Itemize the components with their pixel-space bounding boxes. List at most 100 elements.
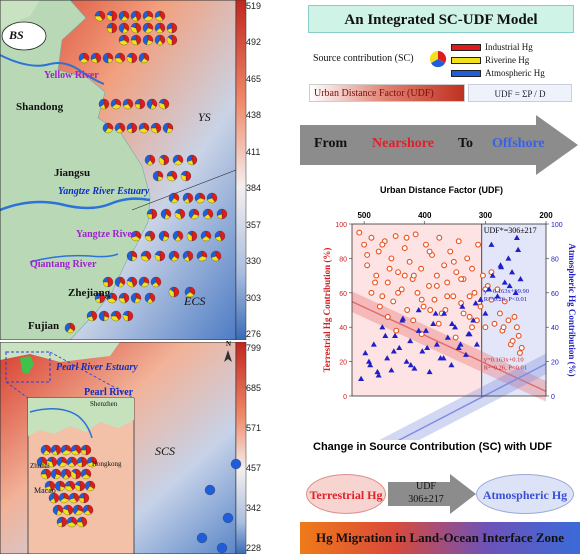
colorbar-tick: 228 (246, 543, 262, 553)
terrestrial-point (388, 255, 395, 262)
sc-pie (70, 468, 82, 480)
sc-pie (142, 22, 154, 34)
sc-pie (50, 444, 62, 456)
sc-pie (76, 516, 88, 528)
terrestrial-point (501, 298, 508, 305)
terrestrial-point (426, 282, 432, 289)
sc-pie (60, 468, 72, 480)
sc-pie (146, 98, 158, 110)
sc-pie (46, 456, 58, 468)
terrestrial-point (364, 262, 371, 269)
atmospheric-point (465, 331, 472, 337)
flow-udf: UDF (415, 481, 436, 492)
bottom-map: N Pearl River Estuary Pearl River Shenzh… (0, 340, 262, 554)
atmospheric-point (457, 341, 464, 347)
colorbar-tick: 342 (246, 503, 262, 513)
sc-pie (66, 516, 78, 528)
sc-pie (98, 310, 110, 322)
y-tick-label-right: 80 (551, 256, 559, 263)
sc-pie (142, 10, 154, 22)
terrestrial-point (455, 238, 462, 245)
sc-pie (130, 230, 142, 242)
flow-arrow (388, 474, 476, 514)
sc-pie (62, 504, 74, 516)
atmospheric-point (506, 282, 513, 289)
atmospheric-fit-stats: R²=0.26, P<0.01 (484, 296, 527, 303)
sc-pie (214, 230, 226, 242)
sc-pie (138, 276, 150, 288)
sc-pie (152, 170, 164, 182)
colorbar-tick: 799 (246, 343, 262, 353)
atmospheric-point (374, 368, 381, 375)
north-label: N (226, 340, 232, 348)
sc-pie (166, 170, 178, 182)
sc-pie (80, 468, 92, 480)
y-axis-label-right: Atmospheric Hg Contribution (%) (567, 243, 577, 376)
sc-pie (122, 310, 134, 322)
atmospheric-point (424, 344, 431, 351)
terrestrial-point (431, 296, 438, 303)
terrestrial-point (433, 272, 440, 279)
qiantang-river-label: Qiantang River (30, 259, 97, 270)
atmospheric-point (433, 341, 440, 347)
atmospheric-point (488, 241, 495, 247)
plot-frame (351, 223, 547, 397)
sc-pie (168, 192, 180, 204)
legend-atmospheric: Atmospheric Hg (485, 68, 545, 78)
terrestrial-point (393, 327, 400, 334)
atmospheric-point (441, 310, 448, 316)
y-axis-label-left: Terrestrial Hg Contribution (%) (322, 248, 332, 373)
atmospheric-point (505, 255, 512, 261)
x-tick-label: 400 (418, 211, 432, 220)
sc-pie (70, 444, 82, 456)
terrestrial-point (376, 303, 383, 310)
top-colorbar (235, 0, 247, 340)
land-north (0, 0, 40, 30)
fujian-label: Fujian (28, 320, 60, 332)
sc-pie (158, 98, 170, 110)
ecs-label: ECS (184, 294, 206, 308)
colorbar-tick: 571 (246, 423, 262, 433)
y-tick-label-left: 0 (343, 394, 347, 401)
sc-pie (56, 516, 68, 528)
sc-pie (182, 250, 194, 262)
sc-pie (168, 250, 180, 262)
terrestrial-point (379, 293, 386, 300)
atmospheric-point (365, 358, 372, 364)
sc-pie (84, 480, 96, 492)
terrestrial-point (395, 269, 402, 276)
sc-pie (174, 208, 186, 220)
sc-pie (74, 480, 86, 492)
sc-pie (110, 98, 122, 110)
model-title: An Integrated SC-UDF Model (308, 5, 574, 33)
sc-pie (72, 504, 84, 516)
pre-box (5, 351, 51, 383)
y-tick-label-right: 0 (551, 394, 555, 401)
atmospheric-point (392, 332, 399, 338)
yangtze-estuary-label: Yangtze River Estuary (58, 186, 150, 197)
pearl-river-estuary-label: Pearl River Estuary (56, 362, 138, 373)
atmospheric-fit-line (397, 363, 547, 440)
sc-pie (158, 230, 170, 242)
legend-atmospheric-swatch (451, 70, 481, 77)
shenzhen-label: Shenzhen (90, 400, 118, 408)
terrestrial-point (410, 317, 417, 324)
atmospheric-point (440, 355, 447, 361)
terrestrial-point (392, 233, 399, 239)
sc-pie (140, 250, 152, 262)
terrestrial-point (444, 279, 451, 286)
terrestrial-fit-eq: y=0.163x+0.10 (484, 357, 524, 364)
sc-pie (80, 444, 92, 456)
terrestrial-point (466, 293, 473, 300)
terrestrial-point (513, 324, 520, 331)
sc-pie (154, 34, 166, 46)
yangtze-estuary-line (131, 169, 237, 211)
sc-pie (210, 250, 222, 262)
y-tick-label-right: 60 (551, 291, 559, 298)
sc-pie (130, 292, 142, 304)
terrestrial-point (482, 324, 489, 331)
sc-pie (78, 52, 90, 64)
sc-pie (48, 492, 60, 504)
sc-pie (118, 292, 130, 304)
sc-pie (166, 22, 178, 34)
